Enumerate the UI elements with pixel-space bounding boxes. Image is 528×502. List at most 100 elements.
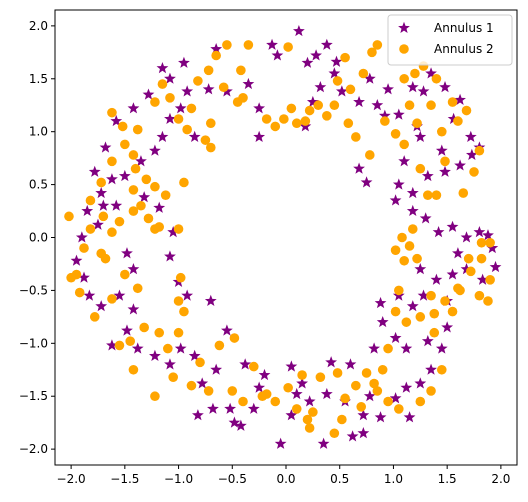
annulus-1-point (398, 155, 411, 167)
annulus-1-point (447, 112, 460, 124)
annulus-1-point (446, 220, 459, 232)
annulus-1-point (406, 300, 419, 312)
annulus-2-point (361, 368, 372, 378)
annulus-1-point (110, 199, 123, 211)
annulus-2-point (211, 50, 221, 61)
annulus-2-point (114, 340, 125, 351)
annulus-2-point (399, 139, 409, 150)
annulus-1-point (320, 387, 333, 400)
annulus-1-point (210, 42, 223, 55)
annulus-2-point (173, 296, 184, 306)
x-tick-label: −0.5 (218, 472, 247, 486)
annulus-2-point (85, 224, 96, 234)
annulus-2-point (436, 364, 447, 375)
annulus-1-point (357, 409, 370, 421)
annulus-1-point (207, 402, 219, 414)
annulus-1-point (121, 324, 133, 336)
annulus-2-point (186, 103, 197, 114)
annulus-1-point (156, 62, 169, 74)
annulus-1-point (464, 130, 477, 142)
annulus-1-point (106, 173, 118, 185)
annulus-2-point (132, 283, 143, 294)
annulus-1-point (70, 254, 83, 266)
annulus-1-point (228, 416, 241, 428)
annulus-2-point (107, 107, 117, 118)
annulus-2-point (358, 68, 369, 79)
annulus-1-point (131, 342, 144, 354)
annulus-2-point (182, 124, 192, 135)
annulus-2-point (377, 364, 388, 375)
annulus-2-point (297, 370, 307, 380)
annulus-1-point (127, 263, 140, 275)
annulus-2-point (128, 150, 139, 160)
annulus-2-point (214, 340, 225, 351)
annulus-1-point (247, 402, 260, 414)
x-tick-label: 2.0 (491, 472, 510, 486)
annulus-2-point (423, 190, 433, 200)
annulus-2-point (128, 364, 139, 375)
x-tick-label: −1.0 (164, 472, 193, 486)
annulus-2-point (173, 327, 184, 338)
annulus-1-point (296, 377, 309, 389)
annulus-2-point (218, 82, 229, 93)
annulus-1-point (314, 81, 327, 93)
annulus-2-point (476, 253, 487, 264)
annulus-2-point (426, 290, 436, 301)
annulus-1-point (360, 176, 373, 188)
annulus-1-point (489, 260, 502, 273)
annulus-1-point (425, 363, 437, 375)
annulus-1-point (88, 165, 101, 177)
annulus-1-point (452, 247, 464, 259)
annulus-1-point (441, 321, 454, 333)
annulus-2-point (154, 327, 165, 338)
annulus-1-point (406, 186, 419, 199)
annulus-1-point (376, 315, 389, 328)
annulus-1-point (75, 231, 88, 243)
x-tick-label: −2.0 (57, 472, 86, 486)
annulus-2-point (440, 296, 450, 306)
annulus-1-point (414, 377, 427, 389)
annulus-2-point (412, 118, 422, 129)
annulus-2-point (195, 357, 205, 368)
annulus-2-point (369, 378, 379, 389)
annulus-1-point (389, 331, 402, 344)
annulus-2-point (79, 243, 89, 253)
annulus-2-point (286, 103, 297, 114)
annulus-2-point (407, 224, 418, 234)
legend: Annulus 1 Annulus 2 (387, 14, 513, 66)
annulus-1-point (142, 88, 155, 100)
annulus-1-point (210, 363, 223, 375)
annulus-1-point (234, 419, 247, 431)
annulus-2-point (168, 372, 178, 382)
annulus-2-point (74, 287, 85, 298)
annulus-1-point (353, 162, 365, 174)
annulus-1-point (476, 273, 489, 285)
annulus-1-legend-label: Annulus 1 (434, 21, 494, 35)
annulus-1-point (99, 141, 112, 153)
annulus-1-point (317, 437, 330, 449)
y-tick-label: 2.0 (29, 19, 48, 33)
data-points (64, 24, 502, 449)
legend-box (387, 14, 513, 66)
annulus-2-point (453, 283, 463, 294)
annulus-2-point (390, 306, 401, 317)
annulus-2-point (143, 213, 154, 224)
annulus-2-point (372, 386, 383, 396)
annulus-1-point (400, 342, 413, 354)
annulus-1-point (392, 178, 405, 190)
annulus-2-point (236, 65, 246, 76)
annulus-2-point (130, 163, 141, 174)
annulus-2-point (150, 97, 160, 107)
annulus-2-point (429, 327, 440, 338)
annulus-2-point (469, 167, 479, 177)
annulus-2-point (64, 211, 74, 222)
annulus-2-point (125, 336, 136, 346)
annulus-1-point (435, 342, 448, 354)
annulus-2-point (380, 116, 390, 126)
annulus-2-point (340, 393, 350, 404)
annulus-2-point (394, 404, 404, 414)
annulus-1-point (118, 169, 131, 182)
annulus-2-point (200, 135, 211, 145)
annulus-1-point (400, 381, 413, 393)
